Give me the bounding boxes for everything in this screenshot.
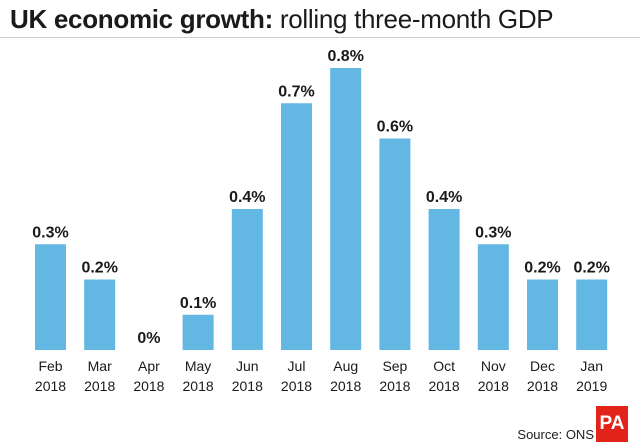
x-tick-label-year: 2018 bbox=[133, 378, 164, 394]
bar-value-label: 0.6% bbox=[377, 119, 413, 136]
bar-value-label: 0.2% bbox=[81, 260, 117, 277]
pa-logo: PA bbox=[596, 406, 628, 442]
bar-value-label: 0% bbox=[137, 330, 160, 347]
x-tick-label-year: 2018 bbox=[35, 378, 66, 394]
bar-value-label: 0.2% bbox=[573, 260, 609, 277]
bar bbox=[477, 244, 509, 350]
x-tick-label-month: Dec bbox=[530, 358, 555, 374]
bar-value-label: 0.4% bbox=[426, 189, 462, 206]
x-tick-label-month: Mar bbox=[88, 358, 112, 374]
chart-title-rest: rolling three-month GDP bbox=[272, 4, 554, 34]
bar-value-label: 0.8% bbox=[327, 48, 363, 65]
x-tick-label-year: 2018 bbox=[281, 378, 312, 394]
x-tick-label-year: 2018 bbox=[527, 378, 558, 394]
title-divider bbox=[0, 37, 640, 38]
bar bbox=[182, 314, 214, 350]
bar bbox=[576, 279, 608, 350]
bar-value-label: 0.2% bbox=[524, 260, 560, 277]
x-tick-label-month: Apr bbox=[138, 358, 160, 374]
x-tick-label-year: 2018 bbox=[478, 378, 509, 394]
bar bbox=[379, 138, 411, 350]
source-note: Source: ONS bbox=[517, 427, 594, 442]
x-tick-label-month: Aug bbox=[333, 358, 358, 374]
x-tick-label-month: Sep bbox=[382, 358, 407, 374]
x-tick-label-month: Nov bbox=[481, 358, 506, 374]
x-tick-label-month: May bbox=[185, 358, 211, 374]
x-tick-label-month: Jan bbox=[580, 358, 603, 374]
x-tick-label-year: 2018 bbox=[429, 378, 460, 394]
bar-value-label: 0.3% bbox=[32, 224, 68, 241]
x-tick-label-month: Oct bbox=[433, 358, 455, 374]
bar-value-label: 0.7% bbox=[278, 83, 314, 100]
bar bbox=[84, 279, 116, 350]
bar-value-label: 0.3% bbox=[475, 224, 511, 241]
bar-value-label: 0.4% bbox=[229, 189, 265, 206]
x-tick-label-year: 2018 bbox=[379, 378, 410, 394]
bars-group bbox=[35, 68, 608, 350]
x-tick-label-year: 2018 bbox=[183, 378, 214, 394]
x-tick-label-year: 2019 bbox=[576, 378, 607, 394]
category-labels-group: Feb 2018 Mar 2018 Apr 2018 May 2018 Jun 2018 Jul 20… bbox=[35, 358, 608, 394]
value-labels-group: 0.3% 0.2% 0% 0.1% 0.4% 0.7% 0.8% 0.6% 0.4% 0.3% 0.… bbox=[32, 48, 610, 347]
bar bbox=[35, 244, 66, 350]
x-tick-label-month: Jun bbox=[236, 358, 259, 374]
bar bbox=[330, 68, 362, 350]
x-tick-label-month: Jul bbox=[288, 358, 306, 374]
x-tick-label-year: 2018 bbox=[232, 378, 263, 394]
bar bbox=[231, 209, 263, 350]
bar bbox=[281, 103, 312, 350]
chart-title: UK economic growth: rolling three-month … bbox=[10, 4, 554, 35]
bar bbox=[428, 209, 460, 350]
bar bbox=[527, 279, 558, 350]
chart-title-bold: UK economic growth: bbox=[10, 4, 273, 34]
x-tick-label-year: 2018 bbox=[84, 378, 115, 394]
bar-value-label: 0.1% bbox=[180, 295, 216, 312]
x-tick-label-month: Feb bbox=[38, 358, 62, 374]
x-tick-label-year: 2018 bbox=[330, 378, 361, 394]
